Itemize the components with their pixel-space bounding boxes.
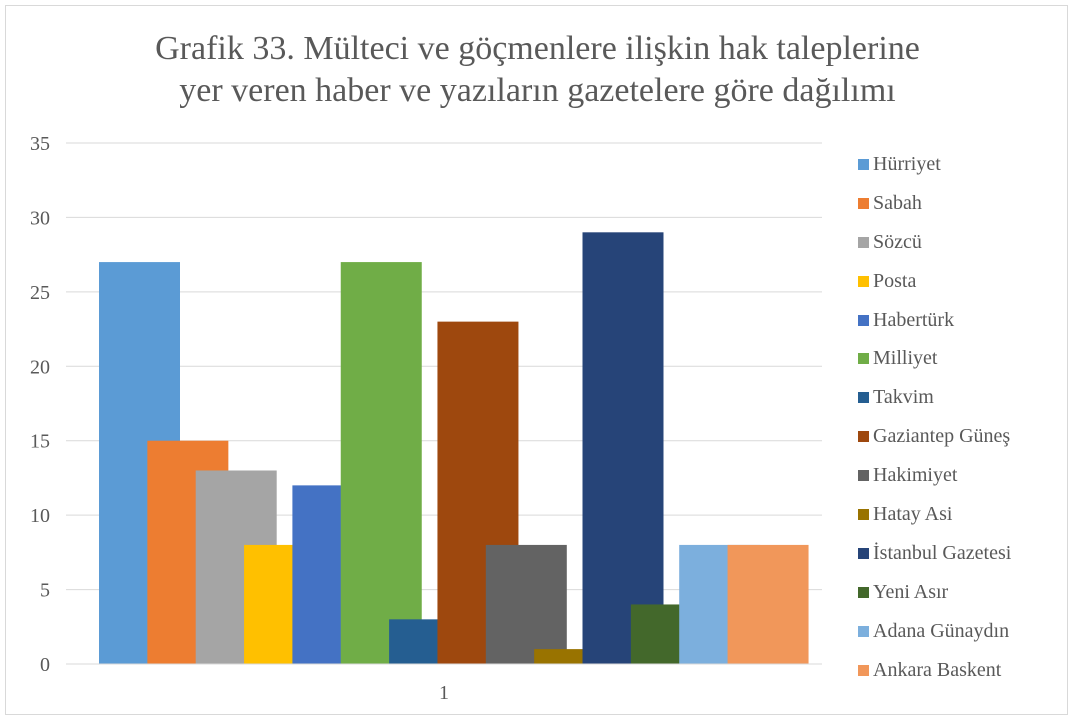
legend-item: Hürriyet	[858, 145, 1011, 184]
legend-swatch	[858, 392, 869, 404]
chart-title-line-1: Grafik 33. Mülteci ve göçmenlere ilişkin…	[155, 30, 920, 67]
chart-title-line-2: yer veren haber ve yazıların gazetelere …	[179, 72, 896, 109]
legend-swatch	[858, 314, 869, 326]
legend-label: Habertürk	[873, 308, 955, 331]
legend-label: Hürriyet	[873, 152, 941, 175]
legend-swatch	[858, 586, 869, 598]
bar	[340, 262, 422, 664]
legend-label: Milliyet	[873, 347, 938, 370]
legend-item: Posta	[858, 262, 1011, 301]
legend-item: Milliyet	[858, 339, 1011, 378]
legend-item: Adana Günaydın	[858, 612, 1011, 651]
x-tick-label: 1	[439, 682, 449, 704]
legend-item: Hatay Asi	[858, 495, 1011, 534]
bar	[485, 544, 567, 664]
legend-label: Takvim	[873, 386, 934, 409]
legend-item: Hakimiyet	[858, 456, 1011, 495]
legend-swatch	[858, 197, 869, 209]
legend-item: Ankara Baskent	[858, 651, 1011, 690]
legend-item: İstanbul Gazetesi	[858, 534, 1011, 573]
legend-label: İstanbul Gazetesi	[873, 541, 1012, 564]
legend-swatch	[858, 431, 869, 443]
legend-item: Yeni Asır	[858, 573, 1011, 612]
legend-item: Sabah	[858, 184, 1011, 223]
legend-label: Adana Günaydın	[873, 619, 1010, 642]
legend-item: Sözcü	[858, 223, 1011, 262]
legend-label: Ankara Baskent	[873, 658, 1002, 681]
legend-swatch	[858, 470, 869, 482]
bar	[727, 544, 809, 664]
legend-label: Gaziantep Güneş	[873, 425, 1011, 448]
legend-label: Hatay Asi	[873, 502, 953, 525]
legend-swatch	[858, 275, 869, 287]
legend-swatch	[858, 353, 869, 365]
y-tick-label: 20	[30, 356, 50, 378]
legend-swatch	[858, 508, 869, 520]
legend-swatch	[858, 625, 869, 637]
legend-label: Posta	[873, 269, 917, 292]
bar	[582, 232, 664, 665]
legend-label: Sabah	[873, 191, 922, 214]
legend-item: Gaziantep Güneş	[858, 417, 1011, 456]
y-tick-label: 10	[30, 505, 50, 527]
y-tick-label: 5	[40, 580, 50, 602]
y-tick-label: 35	[30, 133, 50, 155]
y-tick-label: 15	[30, 431, 50, 453]
y-tick-label: 25	[30, 282, 50, 304]
y-tick-label: 0	[40, 654, 50, 676]
legend: Hürriyet Sabah Sözcü Posta Habertürk Milliyet…	[858, 145, 1011, 689]
chart-title: Grafik 33. Mülteci ve göçmenlere ilişkin…	[0, 28, 1075, 112]
legend-swatch	[858, 664, 869, 676]
legend-item: Habertürk	[858, 301, 1011, 340]
y-tick-label: 30	[30, 207, 50, 229]
legend-swatch	[858, 547, 869, 559]
legend-swatch	[858, 236, 869, 248]
legend-label: Sözcü	[873, 230, 922, 253]
legend-swatch	[858, 158, 869, 170]
legend-item: Takvim	[858, 378, 1011, 417]
legend-label: Yeni Asır	[873, 580, 949, 603]
legend-label: Hakimiyet	[873, 464, 958, 487]
